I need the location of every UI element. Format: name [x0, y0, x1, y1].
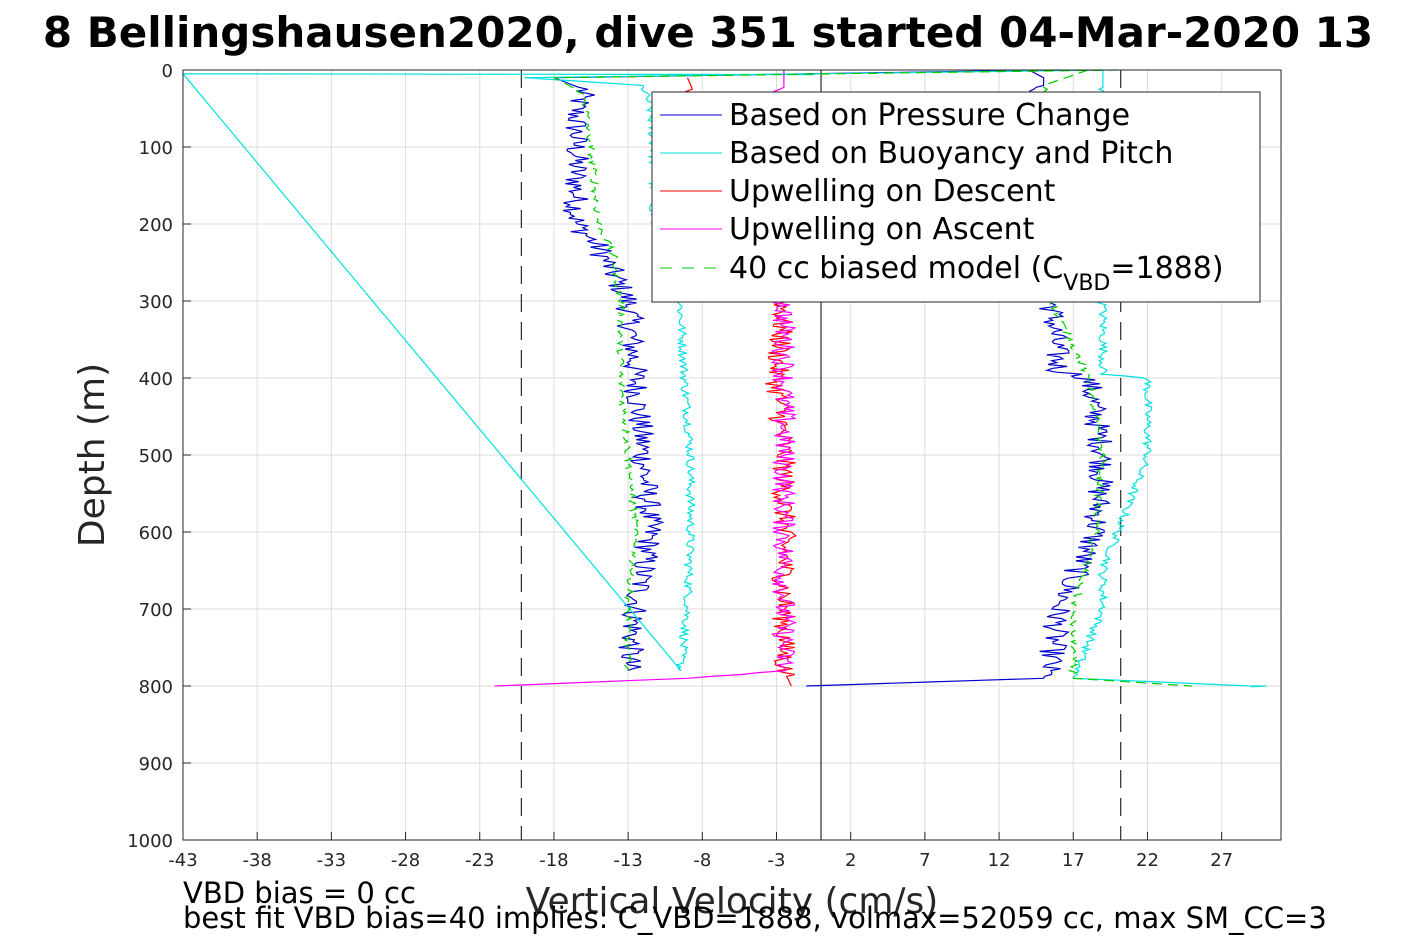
x-tick-label: -18 — [539, 850, 568, 871]
x-tick-label: -23 — [465, 850, 494, 871]
legend-label-pressure: Based on Pressure Change — [729, 98, 1130, 133]
legend-label-buoyancy: Based on Buoyancy and Pitch — [729, 136, 1173, 171]
series-model-descent — [553, 69, 1118, 671]
vbd-bias-note: VBD bias = 0 cc — [183, 876, 416, 910]
y-tick-label: 800 — [139, 677, 173, 698]
y-tick-label: 0 — [162, 61, 173, 82]
x-axis-ticks: -43 -38 -33 -28 -23 -18 -13 -8 -3 2 7 12 17 22 27 — [168, 832, 1233, 871]
legend-label-model: 40 cc biased model (CVBD=1888) — [729, 251, 1224, 296]
x-tick-label: 22 — [1136, 850, 1159, 871]
y-tick-label: 600 — [139, 523, 173, 544]
legend-model-subscript: VBD — [1063, 271, 1110, 296]
legend-model-prefix: 40 cc biased model (C — [729, 251, 1063, 286]
legend-label-ascent: Upwelling on Ascent — [729, 212, 1035, 247]
legend-box — [651, 91, 1261, 303]
y-tick-label: 200 — [139, 215, 173, 236]
x-tick-label: 12 — [988, 850, 1011, 871]
x-tick-label: -33 — [317, 850, 346, 871]
x-tick-label: -38 — [242, 850, 271, 871]
x-tick-label: -28 — [391, 850, 420, 871]
y-tick-label: 500 — [139, 446, 173, 467]
chart-title: 8 Bellingshausen2020, dive 351 started 0… — [43, 8, 1373, 57]
x-axis-label: Vertical Velocity (cm/s) — [526, 881, 939, 922]
y-tick-label: 700 — [139, 600, 173, 621]
y-tick-label: 400 — [139, 369, 173, 390]
x-tick-label: -3 — [768, 850, 786, 871]
legend: Based on Pressure Change Based on Buoyan… — [651, 91, 1261, 303]
y-tick-label: 300 — [139, 292, 173, 313]
legend-label-descent: Upwelling on Descent — [729, 174, 1056, 209]
x-tick-label: 7 — [919, 850, 930, 871]
x-tick-label: -8 — [693, 850, 711, 871]
y-tick-label: 1000 — [127, 831, 173, 852]
y-axis-label: Depth (m) — [72, 363, 113, 547]
series-pressure-descent — [553, 69, 1059, 672]
y-axis-ticks: 0 100 200 300 400 500 600 700 800 900 1000 — [127, 61, 191, 852]
x-tick-label: 27 — [1210, 850, 1233, 871]
best-fit-note: best fit VBD bias=40 implies: C_VBD=1888… — [183, 901, 1327, 935]
y-tick-label: 100 — [139, 138, 173, 159]
x-tick-label: 17 — [1062, 850, 1085, 871]
y-tick-label: 900 — [139, 754, 173, 775]
x-tick-label: 2 — [845, 850, 856, 871]
x-tick-label: -13 — [613, 850, 642, 871]
x-tick-label: -43 — [168, 850, 197, 871]
legend-model-suffix: =1888) — [1110, 251, 1223, 286]
